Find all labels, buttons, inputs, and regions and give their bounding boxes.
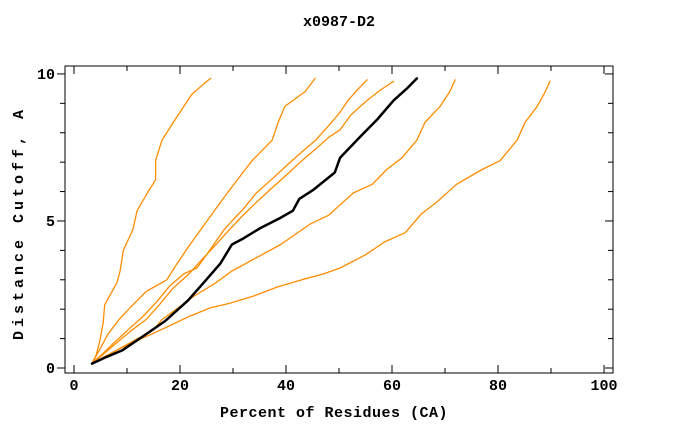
model-curve: [91, 77, 316, 363]
model-curve: [93, 80, 551, 363]
x-tick-label: 100: [590, 378, 617, 395]
model-curve: [92, 80, 395, 363]
x-tick-label: 60: [383, 378, 401, 395]
plot-border: [64, 65, 614, 374]
model-curve: [92, 79, 368, 363]
y-tick-label: 5: [46, 214, 55, 231]
x-tick-label: 20: [171, 378, 189, 395]
model-curve: [91, 77, 212, 365]
x-tick-label: 40: [277, 378, 295, 395]
highlighted-curve: [90, 77, 419, 365]
y-tick-label: 0: [46, 361, 55, 378]
y-axis-label: Distance Cutoff, A: [11, 106, 28, 340]
plot-title: x0987-D2: [303, 14, 375, 31]
y-tick-label: 10: [37, 67, 55, 84]
x-axis-label: Percent of Residues (CA): [220, 405, 448, 422]
x-tick-label: 80: [489, 378, 507, 395]
x-tick-label: 0: [70, 378, 79, 395]
